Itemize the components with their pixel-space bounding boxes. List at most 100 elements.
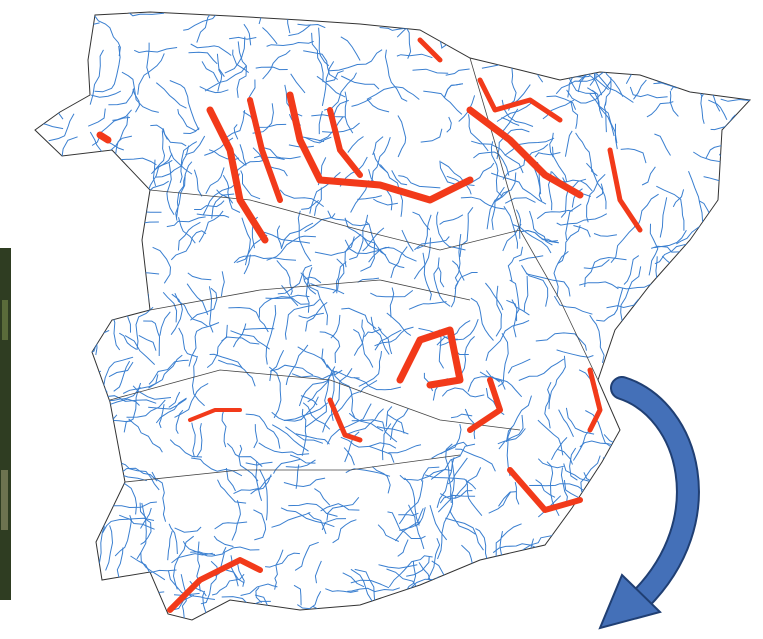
- reach: [96, 131, 112, 144]
- river: [217, 69, 223, 92]
- river: [295, 433, 330, 445]
- river: [117, 461, 160, 491]
- river: [534, 56, 590, 79]
- river: [654, 230, 687, 249]
- basin-boundary: [109, 369, 521, 431]
- river: [663, 20, 680, 39]
- river: [634, 313, 663, 333]
- river: [232, 49, 250, 73]
- river: [332, 369, 356, 419]
- reach: [188, 408, 242, 422]
- river: [608, 45, 654, 65]
- river: [169, 80, 200, 131]
- river: [482, 564, 494, 613]
- river: [172, 535, 195, 590]
- river: [225, 110, 246, 139]
- river: [700, 63, 725, 99]
- reach: [327, 107, 363, 178]
- river: [435, 576, 486, 583]
- river: [741, 187, 748, 224]
- river: [530, 13, 536, 33]
- river: [575, 132, 598, 177]
- river: [168, 145, 193, 175]
- river: [566, 81, 612, 104]
- river: [190, 287, 218, 321]
- river: [132, 88, 140, 113]
- river: [271, 511, 311, 528]
- river: [740, 366, 750, 408]
- river: [730, 260, 743, 293]
- river: [321, 61, 335, 106]
- river: [396, 53, 433, 59]
- river: [404, 477, 420, 526]
- river: [119, 514, 155, 530]
- river: [218, 359, 256, 387]
- river: [425, 615, 453, 620]
- river: [274, 549, 284, 590]
- river: [602, 451, 654, 459]
- river: [191, 457, 243, 477]
- river: [213, 535, 234, 547]
- river: [507, 358, 531, 374]
- river: [35, 571, 70, 593]
- river: [381, 423, 392, 461]
- river: [408, 504, 417, 527]
- river: [63, 326, 93, 349]
- river: [654, 133, 671, 156]
- river: [553, 251, 569, 297]
- river: [560, 467, 568, 505]
- river: [420, 128, 443, 143]
- river: [536, 209, 573, 220]
- river: [418, 562, 432, 585]
- river: [167, 530, 173, 561]
- river: [328, 49, 383, 72]
- river: [269, 349, 285, 382]
- river: [534, 44, 569, 50]
- river: [388, 555, 433, 588]
- river: [49, 184, 90, 220]
- river: [560, 178, 587, 218]
- river: [627, 341, 684, 353]
- river: [708, 416, 745, 425]
- river: [300, 395, 318, 406]
- river: [225, 468, 236, 492]
- river: [696, 281, 714, 317]
- river: [180, 574, 187, 619]
- river: [491, 172, 547, 205]
- river: [108, 88, 135, 106]
- river: [703, 494, 742, 513]
- river: [471, 140, 524, 174]
- river: [672, 189, 685, 208]
- river: [370, 290, 414, 298]
- river: [747, 205, 750, 222]
- river: [334, 368, 353, 408]
- river: [353, 319, 365, 356]
- river: [58, 35, 82, 63]
- river: [87, 189, 148, 210]
- river: [143, 320, 161, 357]
- river: [436, 320, 471, 346]
- river: [465, 479, 483, 517]
- river: [623, 255, 640, 285]
- river: [305, 302, 328, 332]
- river: [174, 292, 208, 327]
- river: [503, 206, 519, 249]
- river: [102, 438, 115, 472]
- river: [511, 299, 530, 316]
- river: [307, 366, 336, 403]
- river: [454, 234, 462, 289]
- river: [253, 509, 267, 541]
- river: [113, 360, 131, 392]
- basin-boundary: [124, 454, 461, 483]
- river: [374, 326, 414, 347]
- river: [729, 74, 750, 86]
- river: [196, 423, 203, 458]
- river: [239, 144, 247, 166]
- river: [322, 122, 360, 134]
- river: [387, 414, 405, 434]
- river: [311, 114, 346, 118]
- river: [362, 227, 385, 252]
- river: [250, 474, 272, 495]
- river: [35, 461, 57, 471]
- river: [659, 197, 668, 238]
